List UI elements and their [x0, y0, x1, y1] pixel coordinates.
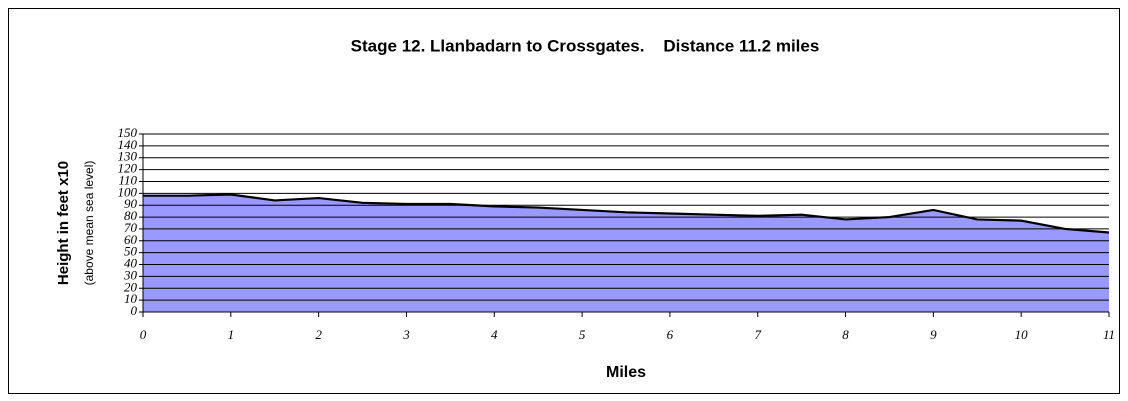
- y-tick-label: 70: [124, 220, 138, 235]
- y-tick-label: 150: [118, 125, 138, 140]
- y-axis-label: Height in feet x10: [55, 161, 72, 285]
- y-tick-label: 130: [118, 149, 138, 164]
- x-tick-label: 5: [579, 327, 586, 342]
- y-tick-label: 90: [124, 196, 138, 211]
- y-tick-label: 50: [124, 244, 138, 259]
- y-tick-label: 20: [124, 279, 138, 294]
- x-tick-label: 8: [842, 327, 849, 342]
- x-tick-label: 7: [754, 327, 761, 342]
- x-tick-label: 2: [315, 327, 322, 342]
- x-tick-label: 6: [667, 327, 674, 342]
- x-tick-label: 3: [402, 327, 410, 342]
- x-axis-label: Miles: [606, 364, 646, 381]
- y-tick-label: 100: [118, 184, 138, 199]
- y-tick-label: 110: [118, 172, 137, 187]
- x-tick-label: 10: [1015, 327, 1029, 342]
- y-tick-label: 10: [124, 291, 138, 306]
- x-tick-label: 1: [228, 327, 235, 342]
- y-axis-sublabel: (above mean sea level): [82, 161, 96, 286]
- y-tick-label: 60: [124, 232, 138, 247]
- x-tick-label: 9: [930, 327, 937, 342]
- x-tick-label: 11: [1103, 327, 1115, 342]
- y-tick-label: 140: [118, 137, 138, 152]
- area: [143, 194, 1109, 312]
- chart-title: Stage 12. Llanbadarn to Crossgates. Dist…: [351, 36, 820, 55]
- y-tick-label: 0: [131, 303, 138, 318]
- y-tick-label: 30: [123, 267, 138, 282]
- y-tick-label: 120: [118, 161, 138, 176]
- line: [143, 193, 1110, 234]
- y-tick-label: 40: [124, 256, 138, 271]
- x-tick-label: 4: [491, 327, 498, 342]
- x-tick-label: 0: [140, 327, 147, 342]
- y-tick-label: 80: [124, 208, 138, 223]
